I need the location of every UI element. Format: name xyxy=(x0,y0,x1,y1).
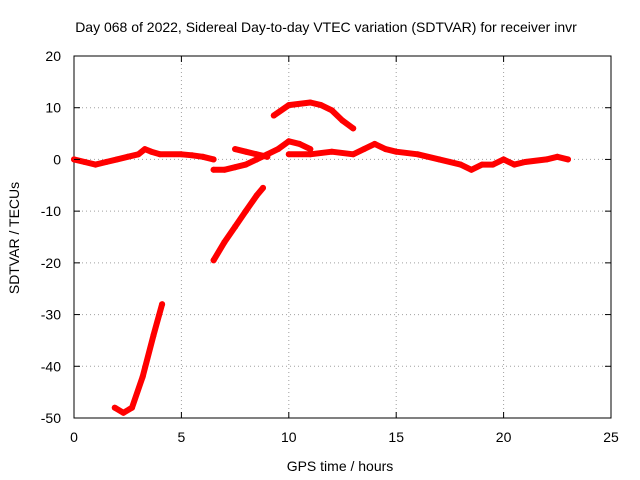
data-point xyxy=(350,125,357,132)
data-point xyxy=(414,151,421,158)
data-point xyxy=(221,239,228,246)
data-point xyxy=(457,161,464,168)
data-point xyxy=(253,151,260,158)
y-tick-label: 10 xyxy=(45,100,61,116)
grid xyxy=(74,56,611,418)
data-point xyxy=(479,161,486,168)
chart-title: Day 068 of 2022, Sidereal Day-to-day VTE… xyxy=(75,19,577,35)
data-point xyxy=(242,208,249,215)
data-point xyxy=(371,140,378,147)
data-point xyxy=(221,166,228,173)
data-point xyxy=(253,192,260,199)
data-point xyxy=(210,166,217,173)
plot-frame xyxy=(73,55,612,419)
data-point xyxy=(500,156,507,163)
data-point xyxy=(275,146,282,153)
y-axis: -50 -40 -30 -20 -10 0 10 20 xyxy=(41,48,61,426)
data-point xyxy=(210,156,217,163)
data-point xyxy=(135,151,142,158)
data-point xyxy=(111,404,118,411)
tick-marks xyxy=(73,55,612,419)
series-arc xyxy=(270,99,357,132)
data-point xyxy=(103,159,110,165)
data-point xyxy=(436,156,443,163)
data-point xyxy=(139,373,146,380)
y-tick-label: -50 xyxy=(41,410,61,426)
x-tick-label: 10 xyxy=(281,429,297,445)
data-point xyxy=(141,146,148,153)
data-point xyxy=(178,151,185,158)
data-point xyxy=(92,161,99,168)
data-point xyxy=(199,153,206,160)
data-point xyxy=(210,257,217,264)
data-point xyxy=(124,153,131,160)
data-point xyxy=(120,409,127,416)
data-point xyxy=(307,99,314,106)
data-point xyxy=(129,404,135,411)
data-point xyxy=(114,156,120,163)
data-point xyxy=(232,223,239,230)
data-point xyxy=(543,156,550,163)
x-tick-label: 5 xyxy=(178,429,186,445)
series-step-segment xyxy=(232,146,271,160)
data-point xyxy=(489,161,496,168)
data-point xyxy=(242,148,249,155)
y-tick-label: -20 xyxy=(41,255,61,271)
x-axis: 0 5 10 15 20 25 xyxy=(70,429,619,445)
data-point xyxy=(242,161,249,168)
data-point xyxy=(232,164,239,171)
data-point xyxy=(339,117,346,124)
data-point xyxy=(328,107,335,114)
y-axis-label: SDTVAR / TECUs xyxy=(6,182,22,294)
data-point xyxy=(150,332,157,339)
data-point xyxy=(361,146,367,153)
y-tick-label: -30 xyxy=(41,307,61,323)
data-point xyxy=(285,102,292,109)
data-point xyxy=(468,166,475,173)
y-tick-label: -40 xyxy=(41,358,61,374)
series-mid xyxy=(285,140,571,173)
data-point xyxy=(565,156,571,163)
data-point xyxy=(81,159,88,165)
data-point xyxy=(511,161,518,168)
data-point xyxy=(307,146,314,153)
data-point xyxy=(159,301,166,308)
data-point xyxy=(382,146,389,153)
data-point xyxy=(318,102,324,109)
data-point xyxy=(270,112,277,119)
data-point xyxy=(156,151,163,158)
y-tick-label: 0 xyxy=(53,151,61,167)
x-tick-label: 25 xyxy=(603,429,619,445)
data-point xyxy=(285,151,292,158)
data-point xyxy=(264,153,271,160)
series-deep-low xyxy=(111,301,166,416)
data-point xyxy=(296,140,303,147)
data-point xyxy=(522,159,529,165)
y-tick-label: 20 xyxy=(45,48,61,64)
data-point xyxy=(260,184,266,191)
data-point xyxy=(350,151,357,158)
series-recovery xyxy=(210,184,266,264)
data-point xyxy=(232,146,239,153)
data-point xyxy=(189,152,196,159)
data-point xyxy=(253,156,260,163)
x-axis-label: GPS time / hours xyxy=(287,458,394,474)
data-point xyxy=(393,148,400,155)
x-tick-label: 20 xyxy=(496,429,512,445)
data-point xyxy=(328,148,335,155)
data-point xyxy=(285,138,292,145)
x-tick-label: 0 xyxy=(70,429,78,445)
x-tick-label: 15 xyxy=(388,429,404,445)
data-point xyxy=(554,153,561,160)
data-point xyxy=(307,151,314,158)
series-layer xyxy=(71,99,571,416)
data-point xyxy=(148,148,155,155)
y-tick-label: -10 xyxy=(41,203,61,219)
